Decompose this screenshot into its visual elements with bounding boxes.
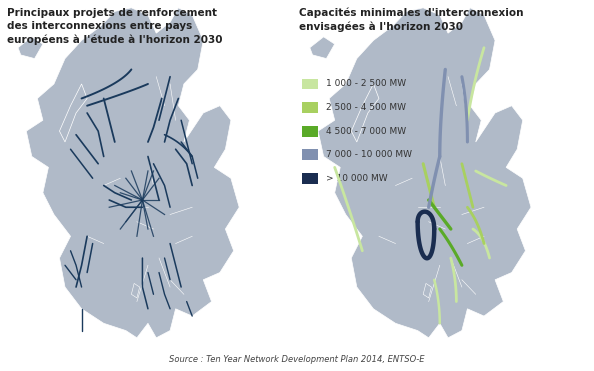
Polygon shape (423, 283, 431, 298)
Polygon shape (26, 8, 239, 338)
Polygon shape (318, 8, 531, 338)
Polygon shape (59, 84, 87, 142)
Polygon shape (310, 37, 334, 59)
Text: 7 000 - 10 000 MW: 7 000 - 10 000 MW (326, 150, 412, 159)
Text: 1 000 - 2 500 MW: 1 000 - 2 500 MW (326, 79, 406, 88)
Text: Source : Ten Year Network Development Plan 2014, ENTSO-E: Source : Ten Year Network Development Pl… (169, 355, 425, 364)
Polygon shape (351, 84, 379, 142)
Text: 4 500 - 7 000 MW: 4 500 - 7 000 MW (326, 127, 406, 135)
FancyBboxPatch shape (302, 126, 318, 137)
FancyBboxPatch shape (302, 149, 318, 160)
FancyBboxPatch shape (302, 173, 318, 184)
Text: Capacités minimales d'interconnexion
envisagées à l'horizon 2030: Capacités minimales d'interconnexion env… (299, 8, 523, 32)
Text: 2 500 - 4 500 MW: 2 500 - 4 500 MW (326, 103, 406, 112)
Text: > 10 000 MW: > 10 000 MW (326, 174, 388, 183)
FancyBboxPatch shape (302, 79, 318, 89)
Text: Principaux projets de renforcement
des interconnexions entre pays
européens à l': Principaux projets de renforcement des i… (7, 8, 222, 45)
Polygon shape (131, 283, 140, 298)
FancyBboxPatch shape (302, 102, 318, 113)
Polygon shape (18, 37, 43, 59)
